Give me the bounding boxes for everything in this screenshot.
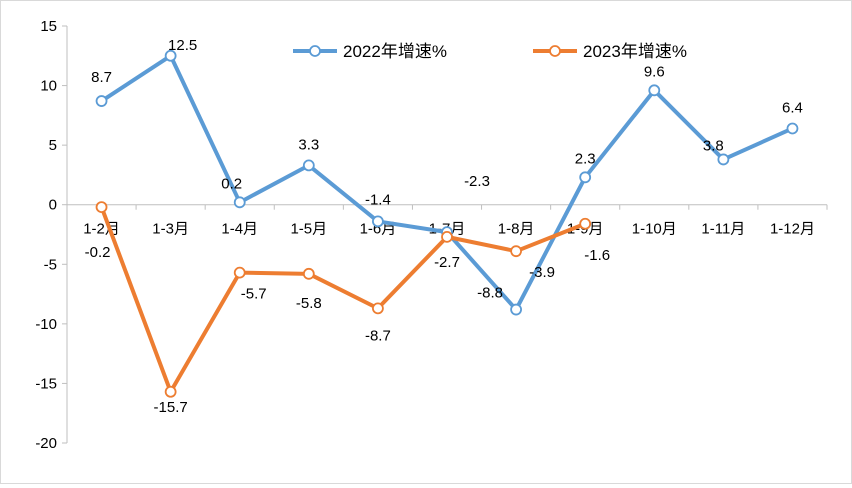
data-label: 12.5 [168, 37, 197, 54]
legend-label: 2023年增速% [583, 42, 687, 61]
data-label: -5.8 [296, 295, 322, 312]
data-label: -2.7 [434, 254, 460, 271]
data-label: -15.7 [154, 399, 188, 416]
data-label: -0.2 [85, 244, 111, 261]
y-tick-label: 15 [40, 18, 57, 35]
y-tick-label: 0 [49, 197, 57, 214]
x-tick-label: 1-8月 [498, 221, 535, 238]
series-line [100, 53, 794, 312]
data-label: 3.3 [298, 136, 319, 153]
data-point [441, 230, 453, 243]
x-tick-label: 1-10月 [632, 221, 677, 238]
data-point [786, 122, 799, 135]
data-label: -3.9 [529, 264, 555, 281]
data-point [372, 215, 384, 228]
data-point [233, 266, 246, 279]
legend-marker [549, 45, 561, 57]
data-label: -8.8 [477, 285, 503, 302]
data-label: -1.6 [584, 247, 610, 264]
x-tick-label: 1-3月 [152, 221, 189, 238]
x-tick-label: 1-11月 [701, 221, 745, 238]
x-tick-label: 1-6月 [360, 221, 397, 238]
data-label: 8.7 [91, 69, 112, 86]
y-tick-label: 10 [40, 78, 57, 95]
x-tick-label: 1-5月 [290, 221, 327, 238]
data-point [95, 95, 108, 107]
data-label: -1.4 [365, 191, 391, 208]
data-point [717, 153, 730, 166]
y-tick-label: -20 [35, 435, 57, 452]
data-point [233, 196, 246, 209]
data-point [648, 84, 661, 97]
data-point [302, 159, 315, 172]
series-0: 8.7 12.5 0.2 3.3 -1.4 -2.3 -8.8 2.3 9.6 3.8 6.4 [91, 37, 803, 316]
x-tick-label: 1-12月 [770, 221, 815, 238]
legend: 2022年增速% 2023年增速% [293, 42, 687, 61]
data-label: 6.4 [782, 99, 803, 116]
data-label: 9.6 [644, 63, 665, 80]
x-tick-label: 1-2月 [83, 221, 120, 238]
legend-label: 2022年增速% [343, 42, 447, 61]
y-tick-label: 5 [49, 137, 57, 154]
data-label: 0.2 [221, 175, 242, 192]
data-point [164, 385, 177, 398]
data-point [302, 267, 315, 280]
y-tick-label: -10 [35, 316, 57, 333]
data-label: -2.3 [464, 173, 490, 190]
x-tick-label: 1-4月 [221, 221, 258, 238]
data-point [510, 245, 522, 258]
data-label: 2.3 [575, 150, 596, 167]
data-point [95, 201, 108, 213]
series-1: -0.2 -15.7 -5.7 -5.8 -8.7 -2.7 -3.9 -1.6 [85, 201, 610, 416]
data-point [510, 303, 522, 316]
data-point [579, 171, 592, 184]
data-point [372, 302, 384, 315]
data-label: 3.8 [703, 137, 724, 154]
series-line [99, 206, 586, 394]
y-tick-label: -15 [35, 375, 57, 392]
data-point [164, 49, 177, 62]
y-tick-label: -5 [44, 256, 57, 273]
data-label: -5.7 [241, 286, 267, 303]
data-label: -8.7 [365, 327, 391, 344]
legend-marker [309, 45, 321, 57]
data-point [579, 217, 592, 230]
